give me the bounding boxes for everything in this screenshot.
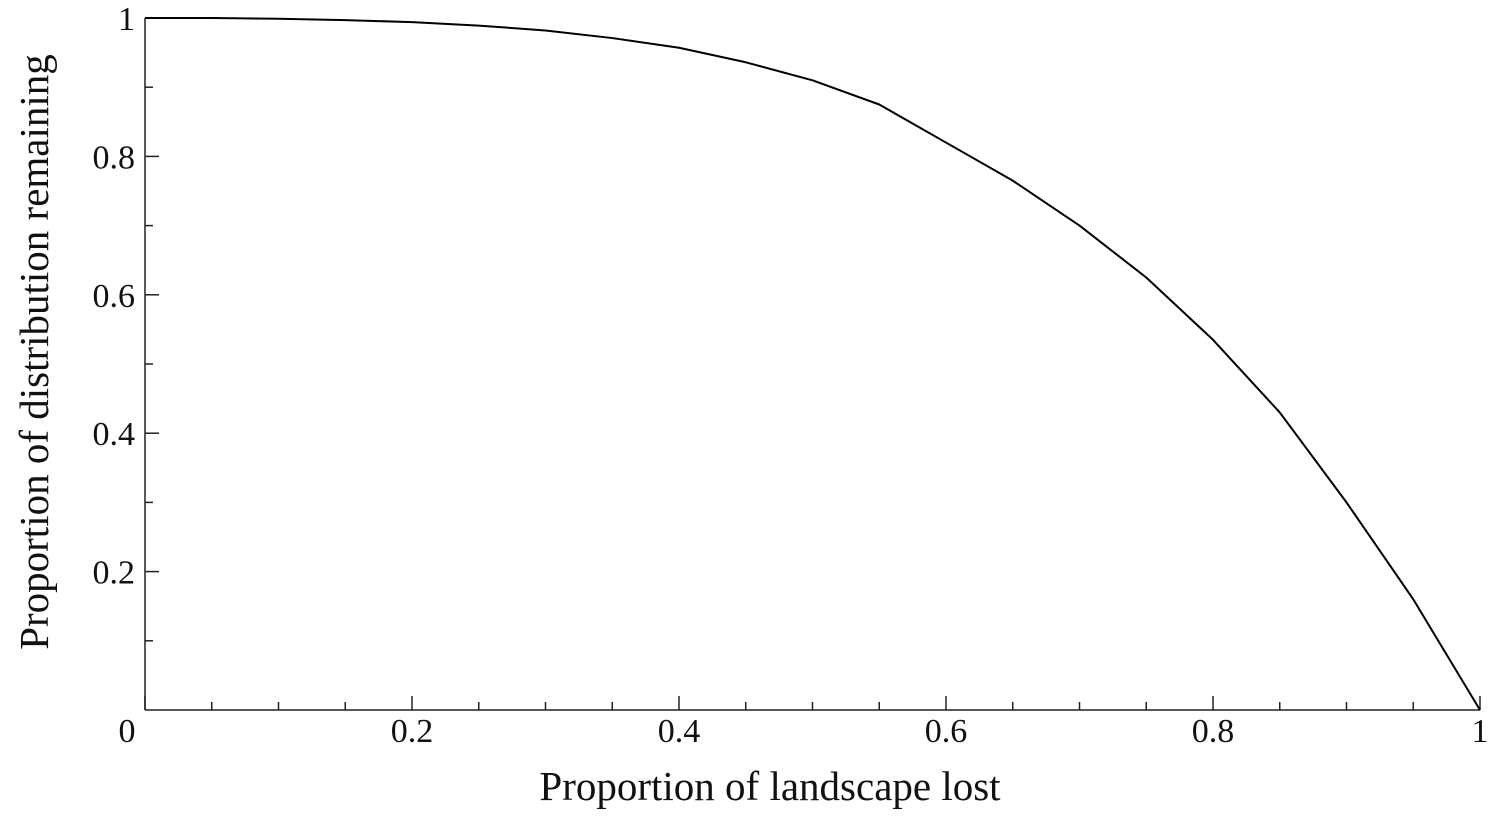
y-tick-label: 0.2 [93,555,136,592]
x-tick-label: 0.6 [925,713,968,750]
y-tick-label: 0.6 [93,278,136,315]
x-axis-title: Proportion of landscape lost [539,763,1001,809]
line-series [145,17,1481,711]
y-tick-label: 1 [118,1,135,38]
y-tick-label: 0.4 [93,416,136,453]
y-axis-title: Proportion of distribution remaining [11,54,57,650]
x-tick-label: 1 [1472,713,1489,750]
x-tick-label: 0.2 [391,713,434,750]
x-tick-label: 0.8 [1192,713,1235,750]
x-tick-label: 0.4 [658,713,701,750]
x-tick-label: 0 [119,713,136,750]
y-tick-label: 0.8 [93,139,136,176]
